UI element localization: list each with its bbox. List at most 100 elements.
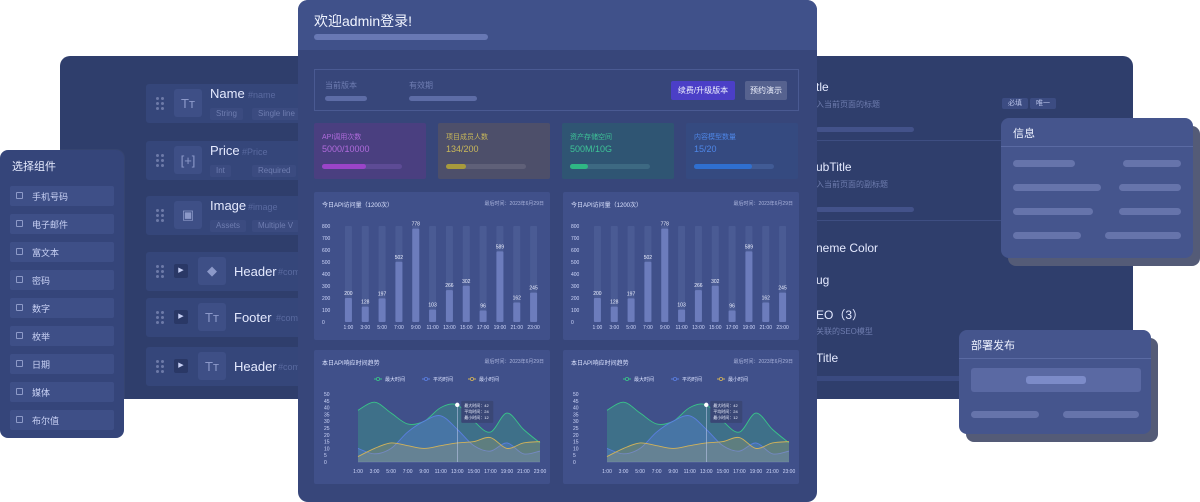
drag-handle-icon[interactable] [156, 360, 166, 373]
x-tick-label: 23:00 [783, 469, 796, 475]
x-tick-label: 11:00 [676, 325, 688, 331]
legend-label: 最大时间 [634, 376, 654, 383]
bar [610, 306, 618, 322]
component-option[interactable]: 日期 [10, 354, 114, 374]
field-name: Header [234, 359, 277, 374]
usage-metric-card: 内容模型数量 15/20 [686, 123, 798, 179]
slug-field[interactable]: ug [816, 273, 830, 287]
y-tick-label: 100 [571, 308, 580, 314]
component-option-label: 枚举 [32, 332, 51, 342]
usage-metric-card: 项目成员人数 134/200 [438, 123, 550, 179]
x-tick-label: 17:00 [733, 469, 746, 475]
bar-value-label: 103 [677, 303, 686, 309]
drag-handle-icon[interactable] [156, 209, 166, 222]
y-tick-label: 500 [322, 260, 331, 266]
component-option[interactable]: 富文本 [10, 242, 114, 262]
x-tick-label: 21:00 [759, 325, 772, 331]
subtitle-field-input[interactable] [816, 207, 914, 212]
y-tick-label: 20 [573, 433, 579, 439]
title-field-2[interactable]: Title [816, 351, 839, 365]
expand-icon[interactable]: ▶ [174, 310, 188, 324]
tooltip-line: 平均时间：24 [713, 408, 738, 414]
text-type-icon: Tт [198, 303, 226, 331]
expand-icon[interactable]: ▶ [174, 359, 188, 373]
component-option[interactable]: 布尔值 [10, 410, 114, 430]
component-option[interactable]: 电子邮件 [10, 214, 114, 234]
x-tick-label: 21:00 [517, 469, 530, 475]
y-tick-label: 700 [322, 236, 331, 242]
field-api-key: #com [276, 313, 299, 323]
unique-tag[interactable]: 唯一 [1030, 98, 1056, 109]
number-type-icon: [+] [174, 146, 202, 174]
legend-marker [376, 376, 381, 381]
deploy-button[interactable] [971, 368, 1141, 392]
component-option[interactable]: 数字 [10, 298, 114, 318]
drag-handle-icon[interactable] [156, 154, 166, 167]
component-option[interactable]: 密码 [10, 270, 114, 290]
book-demo-button[interactable]: 预约演示 [745, 81, 787, 100]
title-field-input[interactable] [816, 127, 914, 132]
y-tick-label: 15 [324, 440, 330, 446]
series-line [606, 401, 790, 444]
expand-icon[interactable]: ▶ [174, 264, 188, 278]
drag-handle-icon[interactable] [156, 265, 166, 278]
component-type-icon [16, 276, 23, 283]
deploy-option[interactable] [1063, 411, 1139, 418]
legend-marker [673, 376, 678, 381]
component-option[interactable]: 手机号码 [10, 186, 114, 206]
x-tick-label: 17:00 [484, 469, 497, 475]
bar [711, 285, 719, 322]
bar [412, 228, 420, 322]
y-tick-label: 5 [573, 453, 576, 459]
y-tick-label: 15 [573, 440, 579, 446]
series-area [358, 415, 540, 462]
x-tick-label: 23:00 [776, 325, 789, 331]
y-tick-label: 45 [324, 399, 330, 405]
current-version-label: 当前版本 [325, 81, 357, 90]
tooltip-point[interactable] [455, 402, 460, 408]
component-option[interactable]: 枚举 [10, 326, 114, 346]
bar-value-label: 96 [480, 303, 486, 309]
seo-field[interactable]: EO（3） [816, 308, 865, 322]
bar [745, 251, 753, 322]
deploy-option[interactable] [971, 411, 1039, 418]
deploy-card-title: 部署发布 [971, 340, 1015, 352]
x-tick-label: 13:00 [451, 469, 464, 475]
y-tick-label: 50 [324, 392, 330, 398]
bar-value-label: 162 [762, 296, 771, 302]
component-option-label: 富文本 [32, 248, 60, 258]
info-value [1119, 208, 1181, 215]
metric-progress-bar [694, 164, 774, 169]
tooltip-point[interactable] [704, 402, 709, 408]
chart-title: 今日API访问量（1200次） [571, 203, 643, 209]
dashboard-header: 欢迎admin登录! [298, 0, 817, 50]
drag-handle-icon[interactable] [156, 97, 166, 110]
x-tick-label: 15:00 [460, 325, 473, 331]
y-tick-label: 600 [571, 248, 580, 254]
bar-value-label: 245 [529, 286, 538, 292]
x-tick-label: 13:00 [700, 469, 713, 475]
version-info-box: 当前版本 有效期 续费/升级版本 预约演示 [314, 69, 799, 111]
bar-value-label: 778 [412, 222, 421, 228]
metric-label: 资产存储空间 [570, 134, 612, 141]
metric-progress-fill [570, 164, 588, 169]
usage-metric-card: API调用次数 5000/10000 [314, 123, 426, 179]
required-tag[interactable]: 必填 [1002, 98, 1028, 109]
component-option[interactable]: 媒体 [10, 382, 114, 402]
bar [728, 310, 736, 322]
theme-color-field[interactable]: neme Color [816, 241, 879, 255]
bar-background [728, 226, 736, 322]
bar-value-label: 200 [593, 291, 602, 297]
legend-marker [424, 376, 429, 381]
x-tick-label: 11:00 [684, 469, 696, 475]
component-type-icon [16, 360, 23, 367]
drag-handle-icon[interactable] [156, 311, 166, 324]
x-tick-label: 3:00 [370, 469, 380, 475]
metric-progress-fill [322, 164, 366, 169]
field-property-chip: Multiple V [252, 220, 300, 232]
chart-title: 今日API访问量（1200次） [322, 203, 394, 209]
bar-value-label: 502 [395, 255, 404, 261]
renew-upgrade-button[interactable]: 续费/升级版本 [671, 81, 735, 100]
component-option-label: 媒体 [32, 388, 51, 398]
x-tick-label: 9:00 [419, 469, 429, 475]
